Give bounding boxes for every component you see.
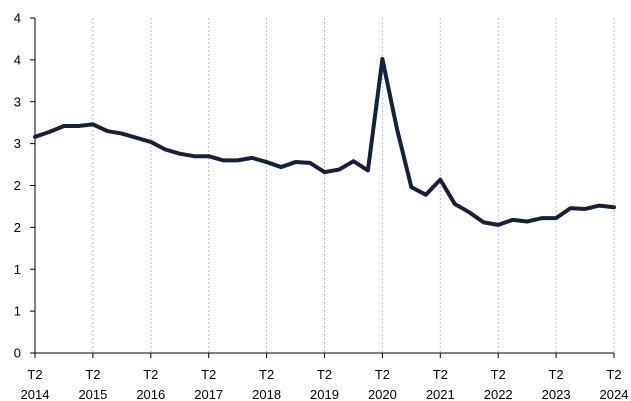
data-point [279, 165, 283, 169]
data-point [511, 218, 515, 222]
x-tick-label: 2014 [21, 387, 50, 401]
y-tick-label: 1 [14, 262, 21, 277]
data-point [438, 178, 442, 182]
x-tick-label: 2023 [542, 387, 571, 401]
y-axis-ticks: 0 1 1 2 2 3 3 4 4 [14, 11, 35, 361]
data-point [178, 152, 182, 156]
y-tick-label: 4 [14, 52, 21, 67]
x-tick-label: T2 [491, 367, 506, 382]
data-point [221, 158, 225, 162]
data-point [322, 170, 327, 174]
data-point [192, 154, 196, 158]
data-point [47, 130, 52, 134]
data-point [366, 168, 370, 173]
data-point [120, 131, 124, 136]
x-tick-label: T2 [317, 367, 332, 382]
data-point [380, 57, 384, 61]
x-tick-label: 2020 [368, 387, 397, 401]
data-point [453, 202, 457, 206]
x-tick-label: T2 [433, 367, 448, 382]
data-point [62, 124, 66, 128]
x-tick-label: T2 [606, 367, 621, 382]
y-tick-label: 3 [14, 94, 21, 109]
x-tick-label: 2024 [600, 387, 629, 401]
data-point [33, 135, 37, 139]
x-tick-label: T2 [375, 367, 390, 382]
data-point [583, 207, 587, 211]
y-tick-label: 2 [14, 178, 21, 193]
data-point [554, 216, 558, 220]
x-tick-label: 2015 [78, 387, 107, 401]
data-point [293, 160, 298, 164]
data-point [207, 154, 211, 158]
data-point [91, 122, 95, 126]
data-point [337, 167, 341, 172]
data-point [612, 205, 616, 209]
data-point [568, 206, 573, 210]
x-tick-label: T2 [143, 367, 158, 382]
y-tick-label: 1 [14, 304, 21, 319]
data-point [525, 219, 529, 224]
data-point [540, 216, 544, 220]
data-point [467, 210, 471, 214]
x-tick-label: T2 [259, 367, 274, 382]
x-tick-label: T2 [85, 367, 100, 382]
x-tick-label: T2 [549, 367, 564, 382]
x-tick-label: 2022 [484, 387, 513, 401]
data-point [409, 185, 413, 189]
x-tick-label: 2021 [426, 387, 455, 401]
data-point [424, 193, 428, 197]
data-point [265, 160, 269, 164]
data-point [308, 161, 312, 165]
y-tick-label: 4 [14, 11, 21, 26]
y-tick-label: 3 [14, 136, 21, 151]
data-point [236, 158, 240, 162]
y-tick-label: 2 [14, 220, 21, 235]
data-point [250, 156, 254, 160]
x-tick-label: T2 [27, 367, 42, 382]
x-tick-label: 2019 [310, 387, 339, 401]
data-point [105, 129, 109, 133]
x-tick-label: 2017 [194, 387, 223, 401]
data-point [351, 159, 356, 163]
vertical-grid [92, 18, 615, 353]
series [33, 57, 616, 227]
data-point [134, 136, 138, 140]
data-point [496, 223, 500, 227]
data-point [163, 147, 167, 152]
y-tick-label: 0 [14, 346, 21, 361]
data-point [149, 140, 153, 144]
x-axis-ticks: T2 2014 T2 2015 T2 2016 T2 2017 T2 2018 T2 2019 T2 20… [21, 353, 629, 401]
x-tick-label: T2 [201, 367, 216, 382]
x-tick-label: 2018 [252, 387, 281, 401]
data-point [597, 204, 602, 208]
data-point [395, 126, 399, 131]
x-tick-label: 2016 [136, 387, 165, 401]
data-point [76, 124, 81, 128]
data-point [482, 220, 486, 224]
